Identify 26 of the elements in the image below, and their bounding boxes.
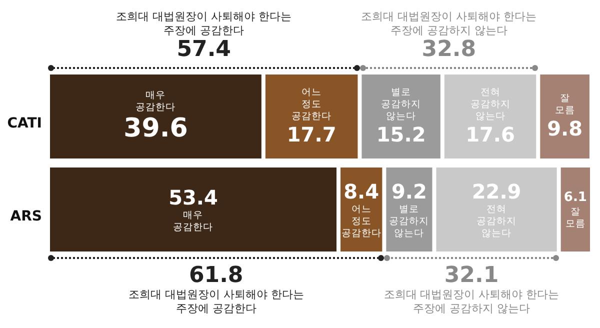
text: 별로 공감하지 않는다 [381, 87, 422, 122]
text: 조희대 대법원장이 사퇴해야 한다는 주장에 공감하지 않는다 [360, 10, 538, 38]
text: 매우 공감한다 [173, 210, 214, 233]
series-label: 매우 공감한다 [136, 90, 176, 113]
text: 잘 모름 [554, 93, 575, 116]
data-label: 15.2 [376, 122, 426, 146]
y-tick-label: CATI [7, 116, 42, 132]
series-label: 잘 모름 [565, 206, 586, 230]
annotation: 61.8 [188, 263, 244, 288]
y-tick-label: ARS [10, 208, 42, 224]
data-label: 8.4 [344, 180, 380, 204]
text: 32.8 [420, 37, 478, 62]
data-label: 39.6 [124, 114, 188, 144]
series-label: 별로 공감하지 않는다 [389, 204, 430, 239]
data-label: 53.4 [168, 186, 218, 210]
text: 어느 정도 공감한다 [292, 87, 332, 122]
text: 조희대 대법원장이 사퇴해야 한다는 주장에 공감하지 않는다 [382, 288, 560, 316]
text: 조희대 대법원장이 사퇴해야 한다는 주장에 공감한다 [115, 10, 293, 38]
data-label: 6.1 [564, 190, 587, 205]
series-label: 어느 정도 공감한다 [341, 204, 382, 239]
data-label: 9.8 [547, 116, 583, 140]
annotation: 32.1 [443, 263, 500, 288]
data-label: 9.2 [391, 180, 427, 204]
data-label: 17.7 [286, 122, 336, 146]
text: 57.4 [176, 37, 232, 62]
text: 조희대 대법원장이 사퇴해야 한다는 주장에 공감한다 [127, 288, 305, 316]
